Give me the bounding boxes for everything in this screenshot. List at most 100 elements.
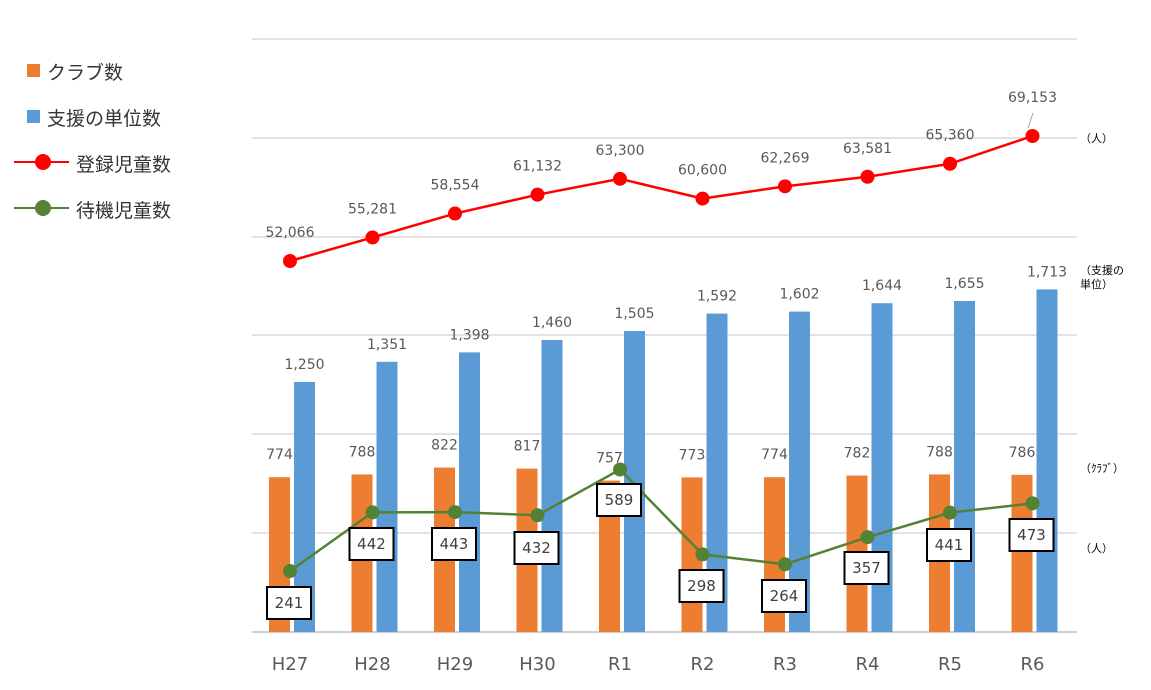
unit-label-registered: （人） <box>1080 132 1113 145</box>
label-waiting-R4: 357 <box>852 559 881 577</box>
label-units-H28: 1,351 <box>367 337 407 353</box>
marker-waiting-R2 <box>695 547 710 562</box>
marker-waiting-R6 <box>1025 496 1040 511</box>
marker-registered-R4 <box>860 169 875 184</box>
legend-label-registered: 登録児童数 <box>76 154 172 176</box>
category-label-R5: R5 <box>938 654 962 675</box>
bar-units-R5 <box>954 301 975 632</box>
legend-label-clubs: クラブ数 <box>47 62 124 84</box>
bar-units-H27 <box>294 382 315 632</box>
label-box-waiting-R6 <box>1008 518 1055 552</box>
bar-units-H30 <box>541 340 563 632</box>
bar-clubs-R1 <box>599 480 620 632</box>
marker-waiting-R4 <box>860 530 875 545</box>
marker-registered-H27 <box>283 254 297 268</box>
legend-marker-registered <box>35 154 51 170</box>
category-label-H30: H30 <box>519 654 555 675</box>
legend-label-units: 支援の単位数 <box>47 108 162 130</box>
label-clubs-H27: 774 <box>266 447 293 463</box>
marker-registered-R1 <box>613 171 627 186</box>
label-clubs-R4: 782 <box>844 446 871 462</box>
marker-waiting-H29 <box>448 505 462 520</box>
label-clubs-R2: 773 <box>679 447 706 463</box>
category-label-H29: H29 <box>437 654 473 675</box>
label-waiting-H30: 432 <box>522 539 551 557</box>
label-waiting-H29: 443 <box>440 535 469 553</box>
unit-label-clubs: （ｸﾗﾌﾞ） <box>1080 462 1124 475</box>
marker-registered-H29 <box>448 206 462 221</box>
marker-registered-H28 <box>365 230 380 245</box>
bar-units-R1 <box>624 331 645 632</box>
bar-units-H29 <box>459 352 480 632</box>
label-waiting-H27: 241 <box>275 594 304 612</box>
label-clubs-H30: 817 <box>514 439 541 455</box>
bar-clubs-R6 <box>1011 474 1033 632</box>
label-box-waiting-H28 <box>348 527 395 561</box>
legend-label-waiting: 待機児童数 <box>76 200 172 222</box>
marker-waiting-H28 <box>365 505 380 520</box>
label-registered-R5: 65,360 <box>926 128 975 144</box>
label-units-H30: 1,460 <box>532 315 572 331</box>
label-clubs-R5: 788 <box>926 444 953 460</box>
label-waiting-R5: 441 <box>935 536 964 554</box>
label-clubs-R3: 774 <box>761 447 788 463</box>
marker-waiting-H27 <box>283 564 297 578</box>
label-registered-H29: 58,554 <box>431 178 480 194</box>
label-registered-H30: 61,132 <box>513 159 562 175</box>
label-clubs-R6: 786 <box>1009 445 1036 461</box>
label-box-waiting-H27 <box>266 586 312 620</box>
marker-waiting-R3 <box>778 557 792 572</box>
label-units-R3: 1,602 <box>779 287 819 303</box>
label-units-R5: 1,655 <box>944 276 984 292</box>
label-waiting-R3: 264 <box>770 587 799 605</box>
category-label-R6: R6 <box>1021 654 1045 675</box>
marker-registered-H30 <box>530 187 545 202</box>
leader-line-registered <box>1027 112 1034 129</box>
label-registered-R2: 60,600 <box>678 163 727 179</box>
label-clubs-H29: 822 <box>431 438 458 454</box>
label-units-H29: 1,398 <box>449 327 489 343</box>
marker-registered-R6 <box>1025 129 1040 143</box>
category-label-H28: H28 <box>354 654 390 675</box>
marker-waiting-R1 <box>613 462 627 477</box>
category-label-R2: R2 <box>691 654 715 675</box>
line-registered <box>289 134 1033 263</box>
legend-marker-waiting <box>35 200 51 216</box>
label-units-R6: 1,713 <box>1027 264 1067 280</box>
marker-registered-R2 <box>695 191 710 206</box>
label-registered-R1: 63,300 <box>596 143 645 159</box>
label-box-waiting-R2 <box>678 569 725 603</box>
label-registered-H27: 52,066 <box>266 225 315 241</box>
unit-label-units: （支援の単位） <box>1080 263 1124 291</box>
label-box-waiting-R3 <box>761 579 807 613</box>
label-waiting-R2: 298 <box>687 577 716 595</box>
bar-units-H28 <box>376 361 398 632</box>
label-box-waiting-H30 <box>513 531 560 565</box>
unit-label-waiting: （人） <box>1080 542 1113 555</box>
label-registered-R3: 62,269 <box>761 150 810 166</box>
label-units-R4: 1,644 <box>862 278 902 294</box>
line-waiting <box>289 467 1033 573</box>
bar-units-R2 <box>706 313 728 632</box>
legend-swatch-clubs <box>27 64 40 77</box>
label-box-waiting-R1 <box>596 483 642 517</box>
label-registered-H28: 55,281 <box>348 201 397 217</box>
marker-registered-R5 <box>943 156 957 171</box>
marker-waiting-R5 <box>943 505 957 520</box>
label-registered-R6: 69,153 <box>1008 90 1057 106</box>
label-clubs-H28: 788 <box>349 444 376 460</box>
category-label-R1: R1 <box>608 654 632 675</box>
label-units-R2: 1,592 <box>697 289 737 305</box>
category-label-H27: H27 <box>272 654 308 675</box>
label-units-R1: 1,505 <box>614 306 654 322</box>
label-waiting-H28: 442 <box>357 535 386 553</box>
marker-waiting-H30 <box>530 508 545 523</box>
category-label-R4: R4 <box>856 654 880 675</box>
bar-units-R4 <box>871 303 893 632</box>
label-box-waiting-R4 <box>843 551 890 585</box>
marker-registered-R3 <box>778 179 792 194</box>
bar-units-R6 <box>1036 289 1058 632</box>
label-units-H27: 1,250 <box>284 357 324 373</box>
category-label-R3: R3 <box>773 654 797 675</box>
